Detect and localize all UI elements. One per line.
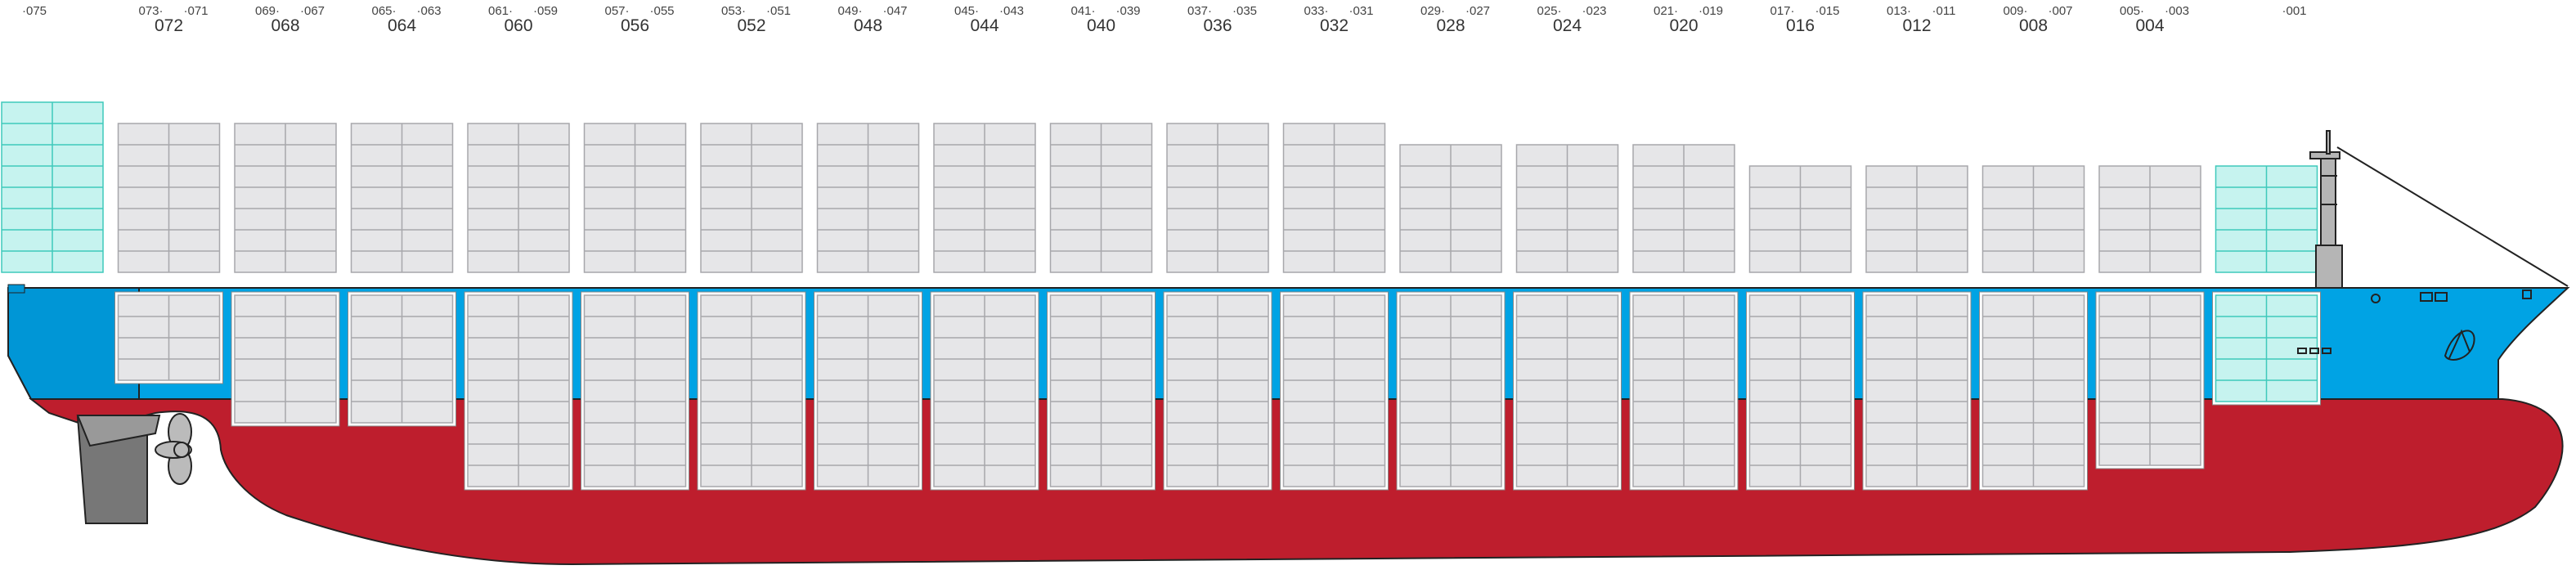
bay-label-odd-b: ·007 bbox=[2048, 4, 2072, 18]
bay-label-even: 036 bbox=[1203, 16, 1232, 35]
bay-label-even: 048 bbox=[854, 16, 882, 35]
bay-label-odd-a: 065· bbox=[371, 4, 396, 18]
propeller bbox=[155, 413, 192, 485]
bay-label-odd-a: 021· bbox=[1654, 4, 1678, 18]
bay-label-odd-b: ·031 bbox=[1349, 4, 1373, 18]
bay-label-even: 064 bbox=[388, 16, 416, 35]
bay-label-even: 012 bbox=[1902, 16, 1931, 35]
stack-1 bbox=[114, 123, 223, 384]
stack-12 bbox=[1396, 144, 1506, 491]
stack-11 bbox=[1280, 123, 1389, 491]
stack-15 bbox=[1746, 165, 1855, 491]
bay-label-odd-b: ·035 bbox=[1232, 4, 1257, 18]
aft-rail bbox=[7, 284, 25, 294]
bay-label-even: 072 bbox=[155, 16, 183, 35]
bay-label-even: 028 bbox=[1436, 16, 1465, 35]
bay-label-odd-a: ·075 bbox=[22, 4, 47, 18]
stack-18 bbox=[2095, 165, 2205, 469]
bay-label-odd-a: 069· bbox=[255, 4, 280, 18]
bay-label-odd-b: ·051 bbox=[766, 4, 791, 18]
bay-label-odd-a: 017· bbox=[1770, 4, 1794, 18]
bay-label-even: 052 bbox=[737, 16, 765, 35]
bay-label-even: 044 bbox=[970, 16, 999, 35]
bay-label-even: 040 bbox=[1087, 16, 1115, 35]
bay-label-even: 032 bbox=[1320, 16, 1349, 35]
bay-label-even: 056 bbox=[621, 16, 649, 35]
bay-label-even: 004 bbox=[2135, 16, 2164, 35]
stack-17 bbox=[1979, 165, 2088, 491]
bay-label-even: 060 bbox=[504, 16, 532, 35]
bay-label-odd-b: ·019 bbox=[1699, 4, 1723, 18]
bay-label-odd-a: 061· bbox=[488, 4, 513, 18]
bay-label-even: 020 bbox=[1669, 16, 1698, 35]
bay-label-odd-b: ·071 bbox=[183, 4, 208, 18]
bay-label-even: 068 bbox=[271, 16, 299, 35]
bay-label-odd-b: ·043 bbox=[999, 4, 1024, 18]
bay-label-odd-b: ·039 bbox=[1115, 4, 1140, 18]
aft-poop-deck bbox=[7, 287, 140, 400]
bay-label-odd-a: 009· bbox=[2003, 4, 2027, 18]
bay-label-odd-a: 053· bbox=[721, 4, 746, 18]
bay-label-odd-b: ·067 bbox=[300, 4, 325, 18]
bay-label-odd-b: ·063 bbox=[416, 4, 441, 18]
bay-label-odd-a: 073· bbox=[138, 4, 163, 18]
stack-10 bbox=[1163, 123, 1272, 491]
rudder-horn bbox=[76, 415, 161, 447]
stack-19 bbox=[2212, 165, 2321, 406]
bay-label-even: 024 bbox=[1553, 16, 1582, 35]
stack-7 bbox=[814, 123, 922, 491]
bay-label-even: 016 bbox=[1786, 16, 1815, 35]
stack-13 bbox=[1513, 144, 1622, 491]
bay-label-odd-a: 049· bbox=[837, 4, 862, 18]
bay-label-odd-b: ·055 bbox=[649, 4, 674, 18]
bay-label-odd-b: ·059 bbox=[533, 4, 558, 18]
stack-2 bbox=[231, 123, 340, 427]
bay-label-odd-b: ·023 bbox=[1582, 4, 1606, 18]
forward-mast bbox=[2309, 130, 2569, 289]
bay-label-odd-a: 025· bbox=[1537, 4, 1561, 18]
bay-label-odd-b: ·047 bbox=[882, 4, 907, 18]
bay-label-odd-a: 005· bbox=[2120, 4, 2144, 18]
stack-6 bbox=[697, 123, 806, 491]
bay-label-even: 008 bbox=[2019, 16, 2048, 35]
stack-9 bbox=[1047, 123, 1156, 491]
bay-label-odd-a: 013· bbox=[1887, 4, 1911, 18]
stack-14 bbox=[1629, 144, 1739, 491]
bay-label-odd-b: ·001 bbox=[2282, 4, 2306, 18]
bay-label-odd-b: ·011 bbox=[1932, 4, 1956, 18]
bay-label-odd-a: 033· bbox=[1304, 4, 1328, 18]
bay-label-odd-a: 037· bbox=[1187, 4, 1212, 18]
bay-label-odd-a: 041· bbox=[1070, 4, 1095, 18]
bow-details bbox=[2297, 289, 2532, 361]
bay-label-odd-a: 045· bbox=[954, 4, 979, 18]
bay-label-odd-b: ·015 bbox=[1815, 4, 1839, 18]
bay-label-odd-a: 029· bbox=[1420, 4, 1445, 18]
stack-8 bbox=[930, 123, 1039, 491]
stack-0 bbox=[1, 101, 104, 273]
bay-label-odd-b: ·003 bbox=[2165, 4, 2189, 18]
bay-label-odd-b: ·027 bbox=[1465, 4, 1490, 18]
container-stacks bbox=[1, 101, 2321, 491]
stack-5 bbox=[581, 123, 689, 491]
stack-4 bbox=[464, 123, 573, 491]
bay-label-odd-a: 057· bbox=[604, 4, 629, 18]
stack-16 bbox=[1862, 165, 1972, 491]
stack-3 bbox=[348, 123, 456, 427]
